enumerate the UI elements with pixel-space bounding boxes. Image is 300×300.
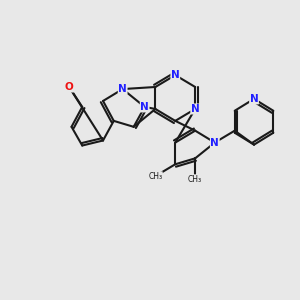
Text: O: O — [65, 82, 74, 92]
Text: N: N — [140, 102, 149, 112]
Text: N: N — [171, 70, 180, 80]
Text: N: N — [118, 84, 127, 94]
Text: CH₃: CH₃ — [188, 175, 202, 184]
Text: N: N — [250, 94, 258, 104]
Text: N: N — [210, 138, 219, 148]
Text: CH₃: CH₃ — [148, 172, 162, 181]
Text: N: N — [191, 104, 200, 114]
